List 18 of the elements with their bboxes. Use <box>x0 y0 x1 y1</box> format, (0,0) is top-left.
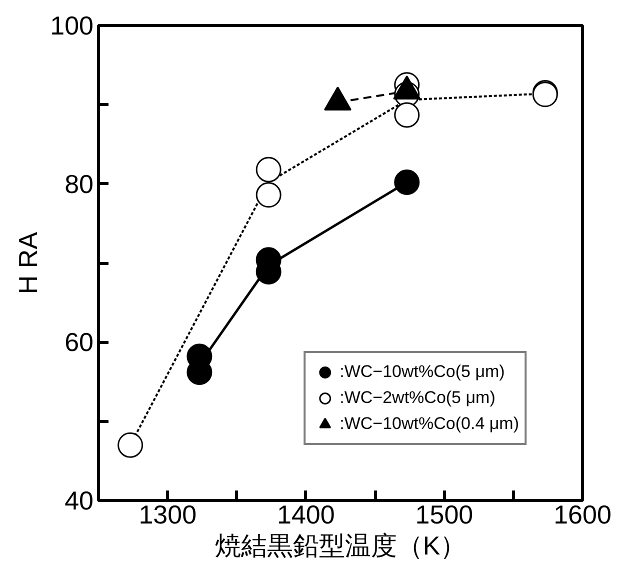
y-tick-label: 100 <box>50 10 94 40</box>
y-tick-label: 60 <box>64 327 94 358</box>
x-tick-label: 1300 <box>138 500 197 530</box>
y-tick-label: 40 <box>64 486 94 516</box>
x-tick-label: 1600 <box>554 500 612 530</box>
x-axis-title: 焼結黒鉛型温度（K） <box>214 530 466 560</box>
point <box>256 156 282 182</box>
y-axis-title: H RA <box>13 231 44 294</box>
x-tick-label: 1400 <box>277 500 335 530</box>
point <box>394 102 420 128</box>
point <box>118 432 144 458</box>
point <box>394 170 420 195</box>
legend-label: :WC−2wt%Co(5 μm) <box>340 388 496 408</box>
legend-label: :WC−10wt%Co(5 μm) <box>340 362 505 382</box>
legend-label: :WC−10wt%Co(0.4 μm) <box>340 414 519 434</box>
point <box>256 182 282 208</box>
x-tick-label: 1500 <box>415 500 474 530</box>
y-tick-label: 80 <box>64 168 94 199</box>
